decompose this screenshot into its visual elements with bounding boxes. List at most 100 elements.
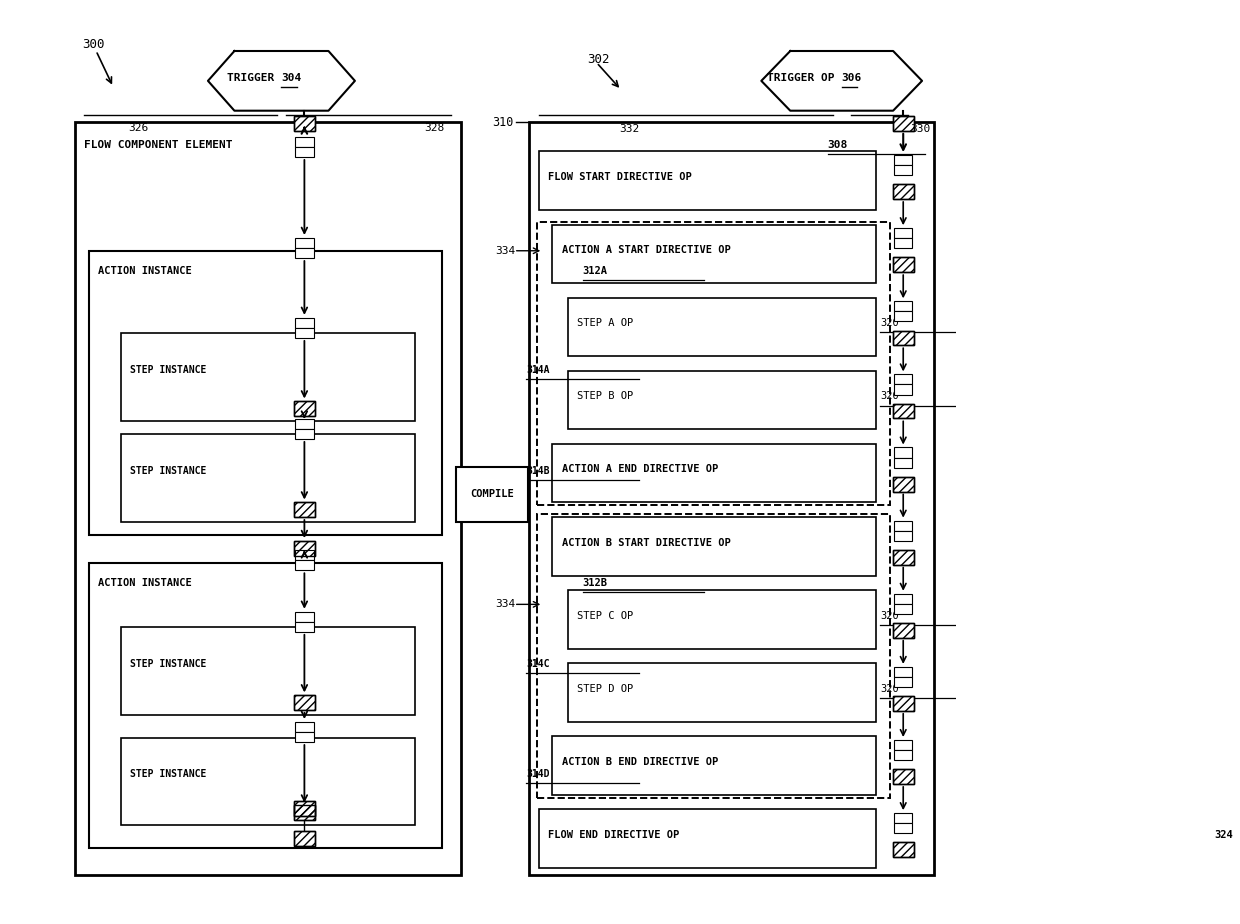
Text: 314B: 314B (526, 466, 549, 476)
Bar (894, 457, 913, 468)
Bar (294, 695, 315, 710)
Text: 324: 324 (1214, 830, 1234, 840)
Bar (294, 801, 315, 816)
Bar (552, 444, 875, 503)
Bar (568, 298, 875, 356)
Text: 330: 330 (910, 125, 931, 135)
Bar (894, 813, 913, 823)
Text: TRIGGER: TRIGGER (227, 73, 281, 83)
Text: ACTION INSTANCE: ACTION INSTANCE (98, 266, 197, 276)
Text: 320: 320 (880, 318, 899, 328)
Text: STEP INSTANCE: STEP INSTANCE (130, 659, 212, 669)
Bar (294, 401, 315, 416)
Bar (295, 722, 314, 732)
Bar (893, 185, 914, 199)
Bar (894, 311, 913, 322)
Bar (294, 401, 315, 416)
Bar (568, 371, 875, 430)
Bar (295, 560, 314, 570)
Text: FLOW COMPONENT ELEMENT: FLOW COMPONENT ELEMENT (84, 140, 239, 150)
Text: 332: 332 (619, 125, 640, 135)
Bar (552, 517, 875, 576)
Bar (893, 843, 914, 857)
Bar (294, 116, 315, 131)
Bar (568, 663, 875, 722)
Text: STEP INSTANCE: STEP INSTANCE (130, 365, 212, 375)
Bar (894, 374, 913, 384)
Bar (894, 384, 913, 395)
Text: 310: 310 (492, 116, 513, 128)
Bar (894, 155, 913, 165)
Bar (552, 736, 875, 795)
Bar (295, 429, 314, 439)
Text: 314A: 314A (526, 365, 549, 375)
Bar (295, 612, 314, 622)
Polygon shape (208, 51, 355, 111)
Text: ACTION B END DIRECTIVE OP: ACTION B END DIRECTIVE OP (562, 757, 724, 767)
Bar (529, 122, 934, 875)
Bar (294, 503, 315, 517)
Text: STEP INSTANCE: STEP INSTANCE (130, 769, 212, 779)
Bar (538, 152, 875, 210)
Bar (538, 809, 875, 868)
Bar (894, 165, 913, 176)
Bar (894, 238, 913, 249)
Bar (120, 737, 414, 825)
Text: FLOW START DIRECTIVE OP: FLOW START DIRECTIVE OP (548, 172, 698, 182)
Bar (893, 843, 914, 857)
Bar (893, 331, 914, 346)
Text: FLOW END DIRECTIVE OP: FLOW END DIRECTIVE OP (548, 830, 686, 840)
Bar (294, 541, 315, 555)
Bar (894, 228, 913, 238)
Bar (893, 331, 914, 346)
Text: 320: 320 (880, 611, 899, 621)
Text: ACTION A START DIRECTIVE OP: ACTION A START DIRECTIVE OP (562, 245, 737, 255)
Bar (894, 667, 913, 677)
Bar (893, 477, 914, 492)
Bar (893, 623, 914, 638)
Text: 314C: 314C (526, 659, 549, 669)
Text: 312A: 312A (583, 266, 608, 276)
Bar (894, 603, 913, 614)
Bar (894, 823, 913, 833)
Bar (894, 740, 913, 750)
Text: STEP INSTANCE: STEP INSTANCE (130, 466, 212, 476)
Bar (120, 334, 414, 420)
Bar (894, 593, 913, 603)
Bar (893, 258, 914, 273)
Text: 328: 328 (424, 123, 444, 133)
Bar (894, 447, 913, 457)
Bar (295, 550, 314, 560)
Bar (456, 467, 527, 522)
Bar (537, 222, 890, 505)
Bar (894, 677, 913, 687)
Text: 334: 334 (496, 246, 516, 256)
Text: 300: 300 (82, 38, 104, 51)
Bar (88, 563, 443, 847)
Bar (537, 514, 890, 797)
Text: STEP B OP: STEP B OP (577, 392, 640, 401)
Bar (295, 237, 314, 248)
Text: ACTION B START DIRECTIVE OP: ACTION B START DIRECTIVE OP (562, 538, 737, 548)
Bar (893, 404, 914, 419)
Bar (893, 696, 914, 711)
Bar (294, 695, 315, 710)
Polygon shape (761, 51, 923, 111)
Bar (893, 477, 914, 492)
Text: TRIGGER OP: TRIGGER OP (768, 73, 842, 83)
Text: 334: 334 (496, 600, 516, 609)
Text: 320: 320 (880, 392, 899, 401)
Bar (88, 250, 443, 536)
Bar (294, 503, 315, 517)
Bar (893, 623, 914, 638)
Bar (893, 185, 914, 199)
Bar (295, 328, 314, 338)
Bar (295, 147, 314, 157)
Text: STEP A OP: STEP A OP (577, 318, 640, 328)
Bar (894, 520, 913, 530)
Bar (893, 696, 914, 711)
Bar (893, 770, 914, 784)
Text: STEP D OP: STEP D OP (577, 684, 640, 694)
Bar (295, 622, 314, 632)
Bar (893, 550, 914, 565)
